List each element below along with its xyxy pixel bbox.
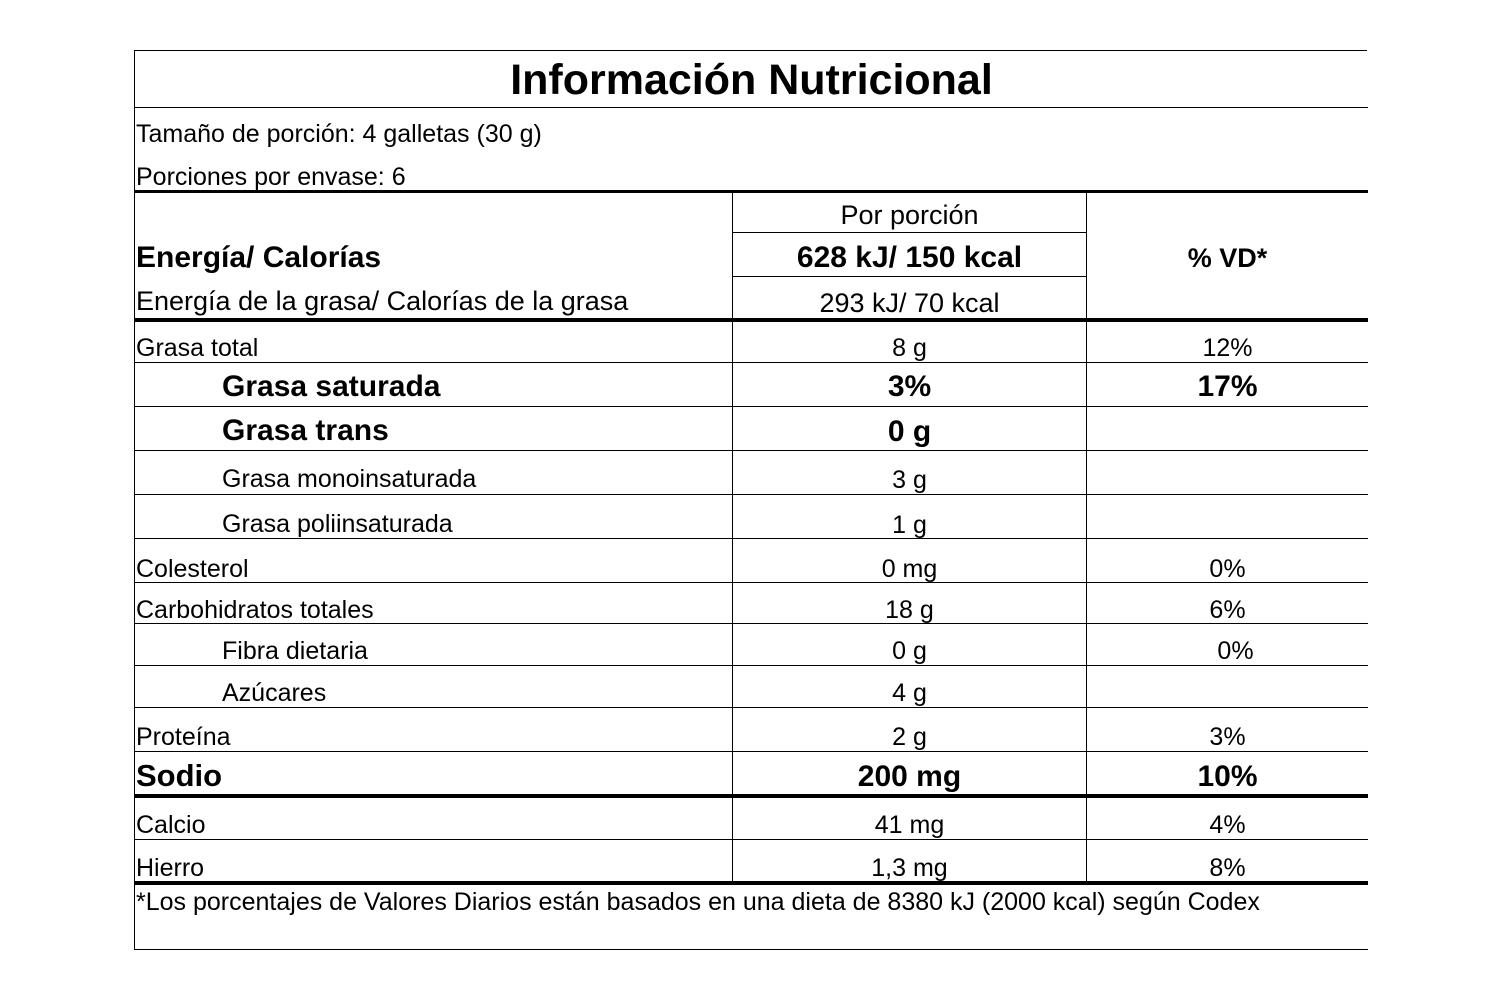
thick-divider: [135, 190, 1368, 193]
row-divider: [135, 839, 1368, 840]
thick-divider: [135, 881, 1368, 885]
column-divider: [732, 322, 733, 883]
row-divider: [135, 406, 1368, 407]
nutrient-name: Grasa poliinsaturada: [222, 510, 453, 538]
nutrient-name: Grasa trans: [222, 414, 389, 447]
row-divider: [135, 538, 1368, 539]
row-divider: [135, 362, 1368, 363]
nutrient-name: Grasa total: [136, 334, 259, 362]
energy-label: Energía/ Calorías: [136, 241, 382, 274]
nutrient-name: Grasa saturada: [222, 370, 441, 403]
nutrient-dv: 17%: [1197, 370, 1258, 403]
column-divider: [732, 193, 733, 321]
nutrient-amount: 18 g: [885, 596, 934, 624]
nutrient-dv: 12%: [1202, 334, 1253, 362]
nutrient-amount: 1 g: [892, 511, 927, 539]
nutrient-name: Fibra dietaria: [222, 637, 368, 665]
nutrient-name: Hierro: [136, 854, 205, 882]
nutrient-amount: 3%: [887, 370, 932, 403]
thick-divider: [135, 794, 1368, 798]
row-divider: [135, 494, 1368, 495]
nutrient-amount: 2 g: [892, 723, 927, 751]
energy-value: 628 kJ/ 150 kcal: [796, 241, 1023, 274]
row-divider: [135, 751, 1368, 752]
nutrient-name: Grasa monoinsaturada: [222, 465, 477, 493]
row-divider: [135, 665, 1368, 666]
nutrient-amount: 41 mg: [874, 811, 945, 839]
column-divider: [1086, 193, 1087, 321]
nutrient-dv: 3%: [1209, 723, 1246, 751]
per-serving-heading: Por porción: [840, 200, 979, 230]
nutrient-amount: 0 g: [892, 637, 927, 665]
nutrient-name: Azúcares: [222, 679, 327, 707]
row-divider: [135, 450, 1368, 451]
nutrition-facts-label: Información Nutricional Tamaño de porció…: [134, 50, 1368, 950]
nutrient-dv: 0%: [1217, 637, 1254, 665]
nutrient-dv: 4%: [1209, 811, 1246, 839]
nutrient-amount: 8 g: [892, 334, 927, 362]
nutrient-dv: 10%: [1197, 760, 1258, 793]
row-divider: [135, 582, 1368, 583]
nutrient-dv: 6%: [1209, 596, 1246, 624]
nutrient-amount: 3 g: [892, 466, 927, 494]
nutrient-name: Calcio: [136, 811, 206, 839]
nutrient-amount: 200 mg: [857, 760, 962, 793]
servings-per-container: Porciones por envase: 6: [136, 163, 406, 191]
nutrient-dv: 8%: [1209, 854, 1246, 882]
nutrient-amount: 0 g: [887, 415, 932, 448]
serving-size: Tamaño de porción: 4 galletas (30 g): [136, 120, 542, 148]
nutrient-amount: 0 mg: [881, 555, 938, 583]
daily-value-heading: % VD*: [1187, 243, 1268, 273]
nutrient-name: Colesterol: [136, 555, 249, 583]
divider: [733, 276, 1086, 277]
footnote: *Los porcentajes de Valores Diarios está…: [136, 888, 1260, 916]
thick-divider: [135, 318, 1368, 322]
divider: [135, 107, 1368, 108]
column-divider: [1086, 322, 1087, 883]
divider: [733, 232, 1086, 233]
row-divider: [135, 623, 1368, 624]
fat-energy-value: 293 kJ/ 70 kcal: [819, 288, 1000, 318]
nutrient-amount: 4 g: [892, 679, 927, 707]
nutrient-name: Sodio: [136, 758, 223, 793]
fat-energy-label: Energía de la grasa/ Calorías de la gras…: [136, 286, 629, 316]
nutrient-dv: 0%: [1209, 555, 1246, 583]
nutrient-amount: 1,3 mg: [871, 854, 948, 882]
bottom-border: [135, 949, 1368, 950]
row-divider: [135, 707, 1368, 708]
nutrient-name: Proteína: [136, 723, 231, 751]
nutrient-name: Carbohidratos totales: [136, 596, 374, 624]
label-title: Información Nutricional: [510, 56, 993, 104]
